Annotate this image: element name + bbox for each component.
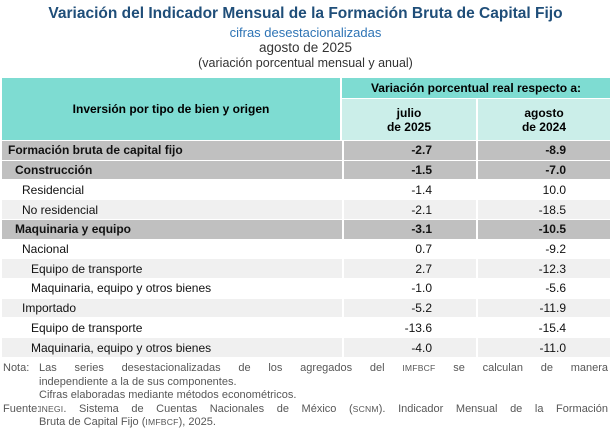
- footnote-line: Las series desestacionalizadas de los ag…: [39, 362, 608, 376]
- value-julio-2025: -2.1: [342, 200, 476, 219]
- table-row: Formación bruta de capital fijo -2.7 -8.9: [2, 140, 610, 160]
- page-title: Variación del Indicador Mensual de la Fo…: [48, 5, 563, 22]
- footnote-text: Cifras elaboradas mediante métodos econo…: [39, 389, 297, 402]
- value-agosto-2024: -5.6: [476, 279, 610, 298]
- measure-note: (variación porcentual mensual y anual): [198, 56, 413, 70]
- footnote-line: Bruta de Capital Fijo (IMFBCF), 2025.: [39, 416, 608, 430]
- footnote-text: Las series desestacionalizadas de los ag…: [39, 361, 403, 374]
- fuente-text: INEGI. Sistema de Cuentas Nacionales de …: [39, 403, 609, 430]
- footnotes: Nota: Las series desestacionalizadas de …: [3, 362, 609, 430]
- page-subtitle: cifras desestacionalizadas: [229, 25, 382, 40]
- footnote-line: Cifras elaboradas mediante métodos econo…: [39, 389, 608, 403]
- nota-text: Las series desestacionalizadas de los ag…: [39, 362, 609, 403]
- value-agosto-2024: -9.2: [476, 239, 610, 259]
- value-agosto-2024: -7.0: [476, 160, 610, 180]
- value-julio-2025: -1.5: [342, 160, 476, 180]
- value-agosto-2024: -11.9: [476, 298, 610, 318]
- value-agosto-2024: -11.0: [476, 338, 610, 357]
- table-row: Maquinaria, equipo y otros bienes -4.0 -11…: [2, 337, 610, 357]
- footnote-text: ). Indicador Mensual de la Formación: [378, 402, 608, 415]
- column-header-julio-line1: julio: [396, 105, 422, 120]
- value-julio-2025: -2.7: [342, 141, 476, 160]
- row-label: Maquinaria y equipo: [15, 222, 132, 237]
- table-row: No residencial -2.1 -18.5: [2, 199, 610, 219]
- row-label: Maquinaria, equipo y otros bienes: [31, 281, 212, 296]
- row-label: Equipo de transporte: [31, 320, 143, 335]
- fuente-block: Fuente: INEGI. Sistema de Cuentas Nacion…: [3, 403, 609, 430]
- row-label: Formación bruta de capital fijo: [8, 143, 183, 158]
- table-body: Formación bruta de capital fijo -2.7 -8.9 C…: [2, 140, 610, 357]
- title-block: Variación del Indicador Mensual de la Fo…: [0, 0, 611, 71]
- value-julio-2025: -13.6: [342, 318, 476, 338]
- value-julio-2025: 2.7: [342, 259, 476, 279]
- footnote-line: INEGI. Sistema de Cuentas Nacionales de …: [39, 403, 608, 417]
- footnote-line: independiente a la de sus componentes.: [39, 376, 608, 390]
- column-header-agosto-line2: de 2024: [521, 119, 567, 134]
- row-label: No residencial: [22, 202, 99, 217]
- column-header-agosto-line1: agosto: [524, 105, 564, 120]
- table-header: Inversión por tipo de bien y origen Vari…: [2, 78, 610, 140]
- footnote-text: . Sistema de Cuentas Nacionales de Méxic…: [63, 402, 353, 415]
- value-agosto-2024: 10.0: [476, 180, 610, 200]
- data-table: Inversión por tipo de bien y origen Vari…: [2, 78, 610, 357]
- value-agosto-2024: -10.5: [476, 219, 610, 239]
- table-row: Equipo de transporte -13.6 -15.4: [2, 317, 610, 338]
- column-header-julio: julio de 2025: [342, 99, 476, 140]
- column-header-agosto: agosto de 2024: [476, 99, 610, 140]
- row-label: Maquinaria, equipo y otros bienes: [31, 340, 212, 355]
- footnote-text: Bruta de Capital Fijo (: [39, 416, 146, 429]
- value-agosto-2024: -8.9: [476, 141, 610, 160]
- table-row: Residencial -1.4 10.0: [2, 179, 610, 200]
- row-label: Importado: [22, 301, 77, 316]
- value-agosto-2024: -12.3: [476, 259, 610, 279]
- footnote-text: ), 2025.: [178, 416, 216, 429]
- nota-label: Nota:: [3, 361, 30, 374]
- nota-block: Nota: Las series desestacionalizadas de …: [3, 362, 609, 403]
- value-julio-2025: -1.4: [342, 180, 476, 200]
- fuente-label: Fuente:: [3, 402, 41, 415]
- acronym: SCNM: [352, 403, 379, 414]
- row-label: Construcción: [15, 163, 93, 178]
- value-julio-2025: -4.0: [342, 338, 476, 357]
- value-julio-2025: -5.2: [342, 298, 476, 318]
- column-header-group: Variación porcentual real respecto a:: [342, 78, 610, 99]
- table-row: Maquinaria y equipo -3.1 -10.5: [2, 218, 610, 239]
- table-row: Equipo de transporte 2.7 -12.3: [2, 258, 610, 279]
- table-row: Construcción -1.5 -7.0: [2, 159, 610, 180]
- table-row: Nacional 0.7 -9.2: [2, 238, 610, 259]
- column-header-categories: Inversión por tipo de bien y origen: [2, 78, 342, 140]
- row-label: Nacional: [22, 241, 69, 256]
- period-label: agosto de 2025: [258, 40, 353, 55]
- footnote-text: se calculan de manera: [435, 361, 609, 374]
- acronym: IMFBCF: [145, 417, 179, 428]
- row-label: Equipo de transporte: [31, 261, 143, 276]
- value-agosto-2024: -18.5: [476, 200, 610, 219]
- column-header-julio-line2: de 2025: [386, 119, 432, 134]
- acronym: IMFBCF: [402, 362, 436, 373]
- value-julio-2025: -3.1: [342, 219, 476, 239]
- table-row: Importado -5.2 -11.9: [2, 297, 610, 318]
- row-label: Residencial: [22, 182, 85, 197]
- acronym: INEGI: [39, 403, 64, 414]
- value-julio-2025: -1.0: [342, 279, 476, 298]
- footnote-text: independiente a la de sus componentes.: [39, 375, 237, 388]
- value-agosto-2024: -15.4: [476, 318, 610, 338]
- value-julio-2025: 0.7: [342, 239, 476, 259]
- table-row: Maquinaria, equipo y otros bienes -1.0 -5.…: [2, 278, 610, 298]
